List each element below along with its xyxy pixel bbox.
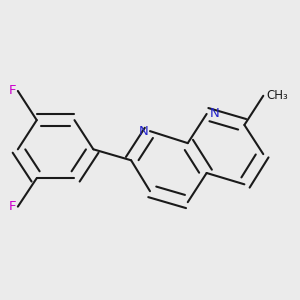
- Text: N: N: [209, 107, 219, 121]
- Text: F: F: [9, 200, 16, 213]
- Text: F: F: [9, 85, 16, 98]
- Text: N: N: [139, 124, 148, 138]
- Text: CH₃: CH₃: [267, 89, 288, 102]
